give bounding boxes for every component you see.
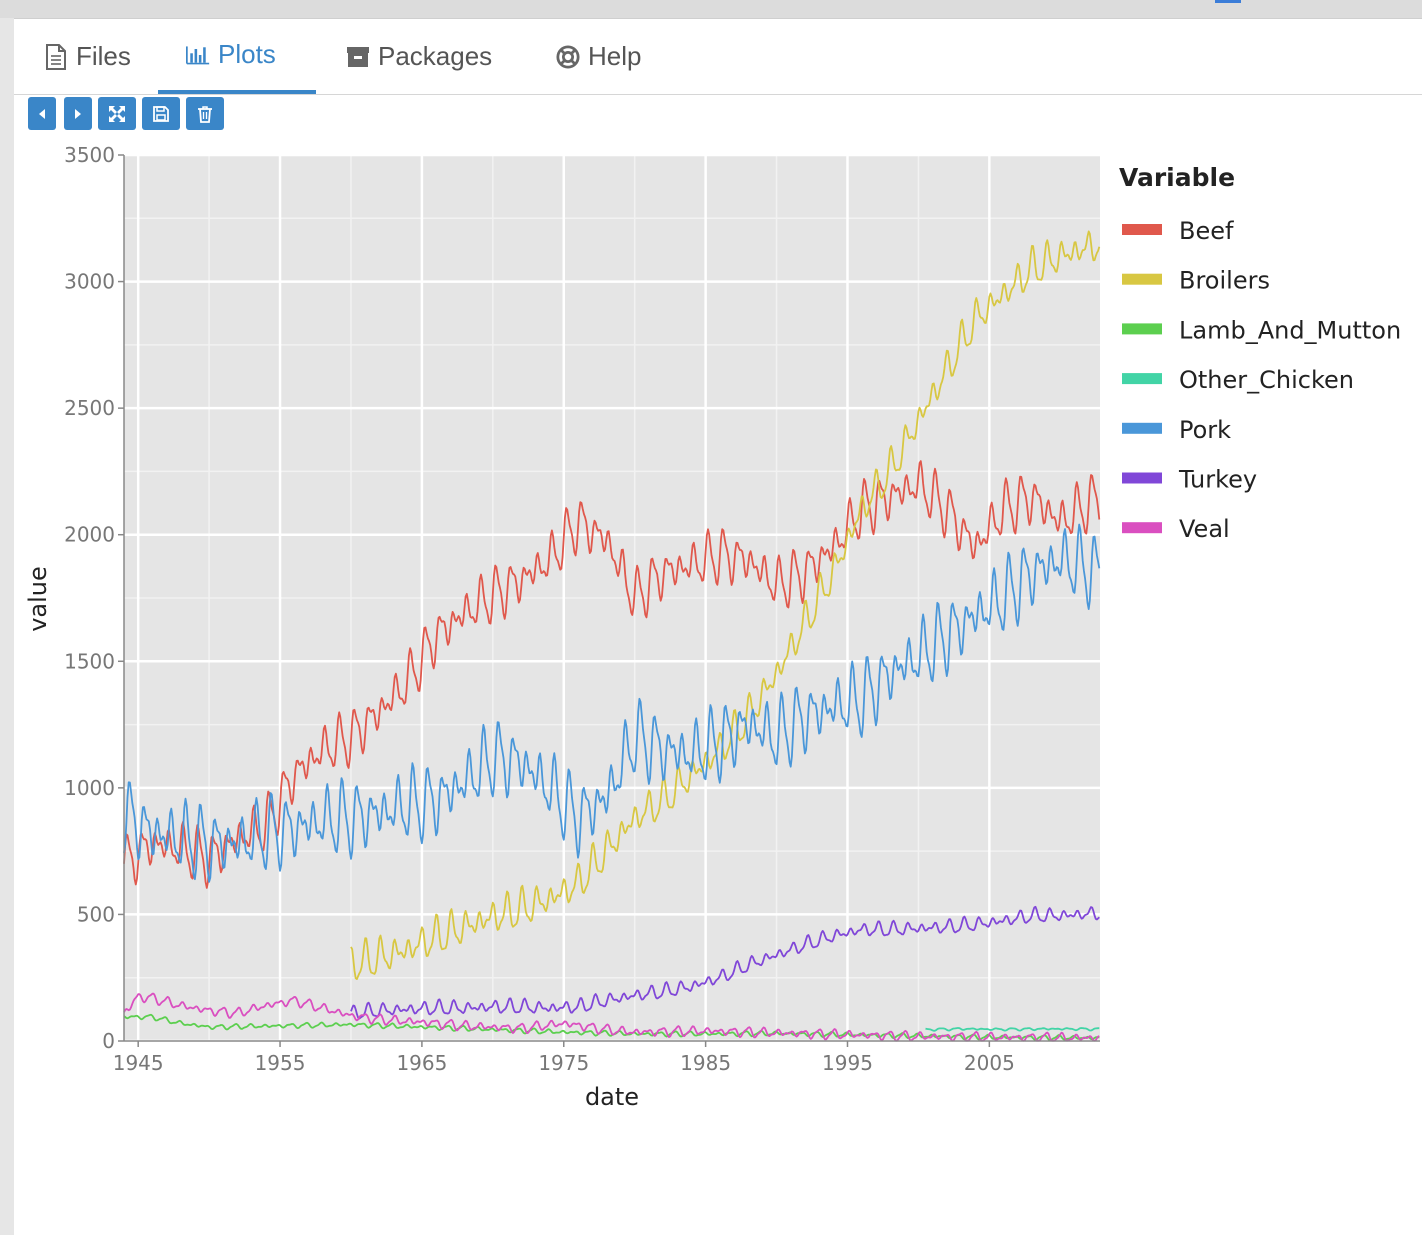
- floppy-disk-icon: [153, 105, 169, 122]
- legend-label: Pork: [1179, 416, 1231, 444]
- delete-plot-button[interactable]: [186, 97, 224, 130]
- x-tick-label: 2005: [964, 1051, 1015, 1075]
- series-line-broilers: [350, 230, 1101, 980]
- series-line-beef: [123, 460, 1101, 889]
- window-top-strip: [0, 0, 1422, 18]
- legend-label: Beef: [1179, 217, 1234, 245]
- x-tick-label: 1955: [255, 1051, 306, 1075]
- y-tick-label: 3000: [64, 270, 115, 294]
- legend-label: Other_Chicken: [1179, 366, 1354, 394]
- legend-label: Veal: [1179, 515, 1230, 543]
- expand-icon: [109, 105, 125, 122]
- series-lines: [123, 230, 1101, 1042]
- legend: Variable Beef Broilers Lamb_And_Mutton Othe…: [1119, 163, 1401, 543]
- save-plot-button[interactable]: [142, 97, 180, 130]
- legend-swatch: [1122, 373, 1162, 385]
- legend-label: Lamb_And_Mutton: [1179, 316, 1401, 344]
- legend-swatch: [1122, 522, 1162, 534]
- y-tick-label: 2500: [64, 396, 115, 420]
- x-tick-label: 1965: [396, 1051, 447, 1075]
- bar-chart-icon: [186, 41, 210, 69]
- pane-tab-bar: Files Plots: [14, 19, 1422, 95]
- tab-packages-label: Packages: [378, 41, 493, 71]
- series-line-turkey: [350, 905, 1100, 1020]
- previous-plot-button[interactable]: [28, 97, 56, 130]
- package-icon: [346, 43, 370, 71]
- lifebuoy-icon: [556, 43, 580, 71]
- tab-packages[interactable]: Packages: [344, 19, 494, 94]
- legend-title: Variable: [1119, 163, 1235, 192]
- legend-swatch: [1122, 422, 1162, 434]
- legend-label: Turkey: [1178, 466, 1257, 494]
- series-line-other-chicken: [925, 1027, 1100, 1032]
- plots-pane: Files Plots: [14, 18, 1422, 1235]
- y-axis-title: value: [24, 566, 52, 632]
- arrow-left-icon: [39, 108, 45, 119]
- x-tick-label: 1985: [680, 1051, 731, 1075]
- file-icon: [44, 43, 68, 71]
- tab-help-label: Help: [588, 41, 642, 71]
- axes: 1945 1955 1965 1975 1985 1995 2005 0 500 1000 1500…: [64, 143, 1100, 1075]
- y-tick-label: 500: [77, 902, 115, 926]
- zoom-button[interactable]: [98, 97, 136, 130]
- legend-swatch: [1122, 273, 1162, 285]
- x-tick-label: 1975: [538, 1051, 589, 1075]
- top-strip-indicator: [1215, 0, 1241, 3]
- series-line-pork: [123, 523, 1101, 883]
- x-tick-label: 1995: [822, 1051, 873, 1075]
- series-line-veal: [123, 992, 1100, 1042]
- tab-files-label: Files: [76, 41, 131, 71]
- y-tick-label: 3500: [64, 143, 115, 167]
- tab-help[interactable]: Help: [554, 19, 643, 94]
- legend-swatch: [1122, 472, 1162, 484]
- plot-canvas: 1945 1955 1965 1975 1985 1995 2005 0 500 1000 1500…: [24, 143, 1401, 1111]
- trash-icon: [198, 105, 212, 123]
- tab-plots-label: Plots: [218, 39, 276, 69]
- y-tick-label: 1000: [64, 776, 115, 800]
- y-tick-label: 1500: [64, 649, 115, 673]
- x-tick-label: 1945: [113, 1051, 164, 1075]
- next-plot-button[interactable]: [64, 97, 92, 130]
- y-tick-label: 2000: [64, 523, 115, 547]
- arrow-right-icon: [75, 108, 81, 119]
- legend-swatch: [1122, 323, 1162, 335]
- legend-label: Broilers: [1179, 267, 1270, 295]
- tab-files[interactable]: Files: [42, 19, 133, 94]
- x-axis-title: date: [585, 1083, 639, 1111]
- y-tick-label: 0: [102, 1029, 115, 1053]
- legend-swatch: [1122, 224, 1162, 235]
- tab-plots[interactable]: Plots: [158, 19, 316, 94]
